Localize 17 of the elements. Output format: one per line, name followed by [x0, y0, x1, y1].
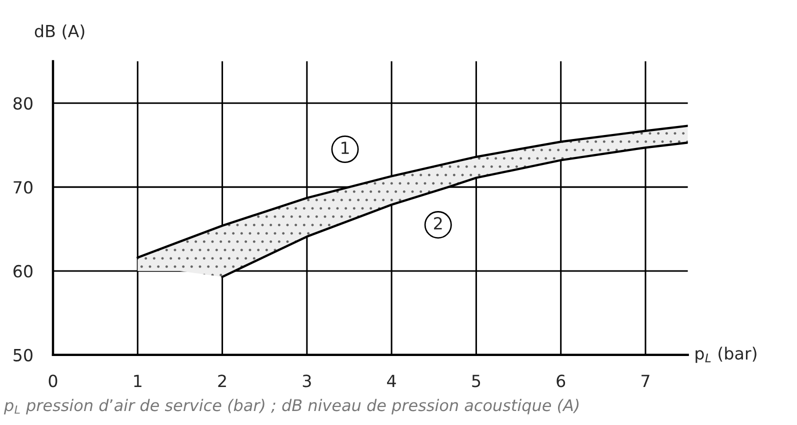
x-tick-label: 0	[48, 374, 58, 388]
x-tick-label: 4	[387, 374, 396, 387]
y-tick-label: 50	[14, 348, 32, 362]
annotation: 2	[434, 217, 442, 230]
x-tick-label: 3	[302, 374, 311, 388]
y-tick-label: 80	[13, 97, 32, 110]
text: p$_{L}$ pression d’air de service (bar) ; dB niveau de pression acoustique (A)	[4, 398, 579, 414]
x-tick-label: 5	[472, 374, 480, 388]
y-tick-label: 70	[14, 181, 32, 194]
x-tick-label: 7	[642, 374, 650, 387]
y-tick-label: 60	[14, 264, 32, 278]
x-tick-label: 6	[556, 374, 566, 388]
y-axis-title: dB (A)	[34, 24, 84, 40]
x-axis-title: p$_{L}$ (bar)	[696, 346, 756, 363]
annotation: 1	[342, 142, 349, 154]
x-tick-label: 2	[218, 374, 226, 387]
x-tick-label: 1	[134, 374, 142, 387]
